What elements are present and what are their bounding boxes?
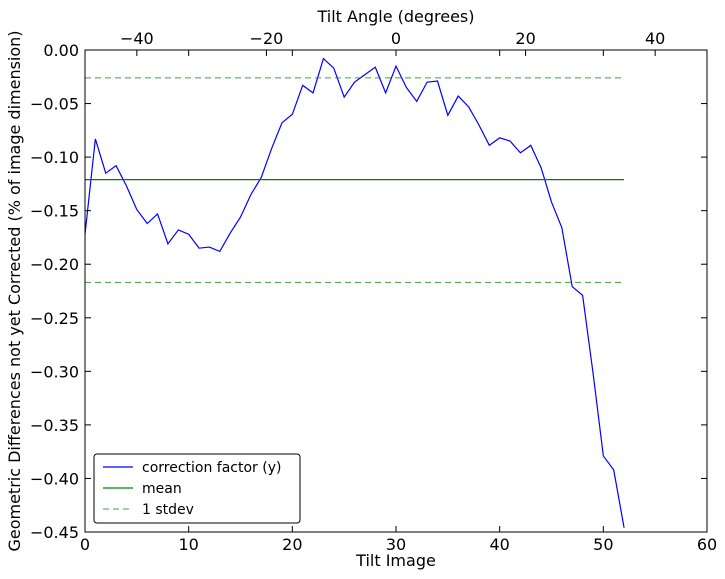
series-line-0 <box>84 57 625 528</box>
legend-label: correction factor (y) <box>142 460 281 476</box>
y-tick-label: −0.45 <box>30 523 79 542</box>
x2-tick-label: −40 <box>120 29 154 48</box>
x-tick-label: 50 <box>593 535 613 554</box>
x-tick-label: 60 <box>697 535 717 554</box>
y-tick-label: 0.00 <box>43 41 79 60</box>
x-tick-label: 30 <box>386 535 406 554</box>
x-tick-label: 0 <box>80 535 90 554</box>
legend-label: mean <box>142 481 182 497</box>
y-tick-label: −0.15 <box>30 202 79 221</box>
x-axis-title: Tilt Image <box>355 551 436 570</box>
y-tick-label: −0.25 <box>30 309 79 328</box>
y-tick-label: −0.05 <box>30 95 79 114</box>
ticks-layer: 0 10 20 30 40 50 60 −40 −20 0 20 40 0.00 −0.05 −0.10 −0… <box>30 29 717 554</box>
x2-tick-label: 0 <box>391 29 401 48</box>
y-tick-label: −0.40 <box>30 469 79 488</box>
series-layer <box>84 57 625 528</box>
y-axis-title: Geometric Differences not yet Corrected … <box>5 30 24 551</box>
y-tick-label: −0.10 <box>30 148 79 167</box>
x-tick-label: 10 <box>178 535 198 554</box>
legend-box <box>93 453 301 524</box>
y-tick-label: −0.20 <box>30 255 79 274</box>
x2-tick-label: 40 <box>645 29 665 48</box>
x2-axis-title: Tilt Angle (degrees) <box>316 7 474 26</box>
x-tick-label: 40 <box>489 535 509 554</box>
y-tick-label: −0.30 <box>30 362 79 381</box>
legend-label: 1 stdev <box>142 502 194 518</box>
x2-tick-label: 20 <box>515 29 535 48</box>
legend: correction factor (y) mean 1 stdev <box>93 453 301 524</box>
x-tick-label: 20 <box>282 535 302 554</box>
x2-tick-label: −20 <box>250 29 284 48</box>
y-tick-label: −0.35 <box>30 416 79 435</box>
